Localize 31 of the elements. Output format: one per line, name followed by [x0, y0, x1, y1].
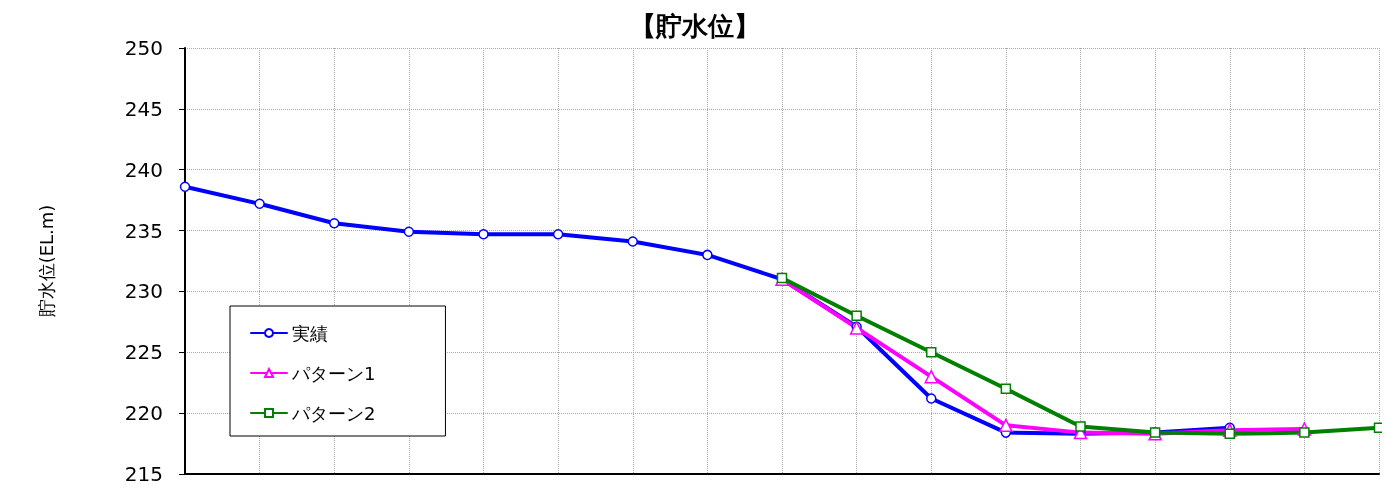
y-tick-label: 245 [124, 96, 163, 121]
point [926, 347, 937, 358]
point [924, 369, 938, 384]
y-tick-label: 215 [124, 462, 163, 486]
y-tick-label: 225 [124, 340, 163, 365]
y-tick-label: 235 [124, 218, 163, 243]
point [999, 418, 1013, 433]
point [403, 226, 415, 238]
point [254, 198, 265, 210]
legend-label: パターン2 [291, 402, 376, 424]
point [1075, 421, 1086, 432]
y-axis-title: 貯水位(EL.m) [35, 204, 57, 318]
point [1224, 428, 1235, 440]
point [478, 228, 489, 240]
point [1000, 383, 1012, 395]
y-tick-label: 230 [124, 279, 163, 304]
point [552, 228, 564, 240]
point [329, 218, 340, 229]
point [1373, 422, 1382, 433]
point [179, 181, 191, 192]
point [851, 310, 862, 322]
y-tick-label: 240 [124, 157, 163, 182]
point [1299, 427, 1310, 438]
point [702, 249, 713, 261]
y-tick-label: 220 [124, 401, 163, 426]
legend-label: 実績 [292, 322, 328, 344]
point [627, 236, 638, 247]
chart-title: 【貯水位】 [630, 11, 760, 41]
legend-label: パターン1 [291, 362, 376, 384]
point [926, 393, 937, 404]
y-tick-label: 250 [124, 36, 163, 60]
